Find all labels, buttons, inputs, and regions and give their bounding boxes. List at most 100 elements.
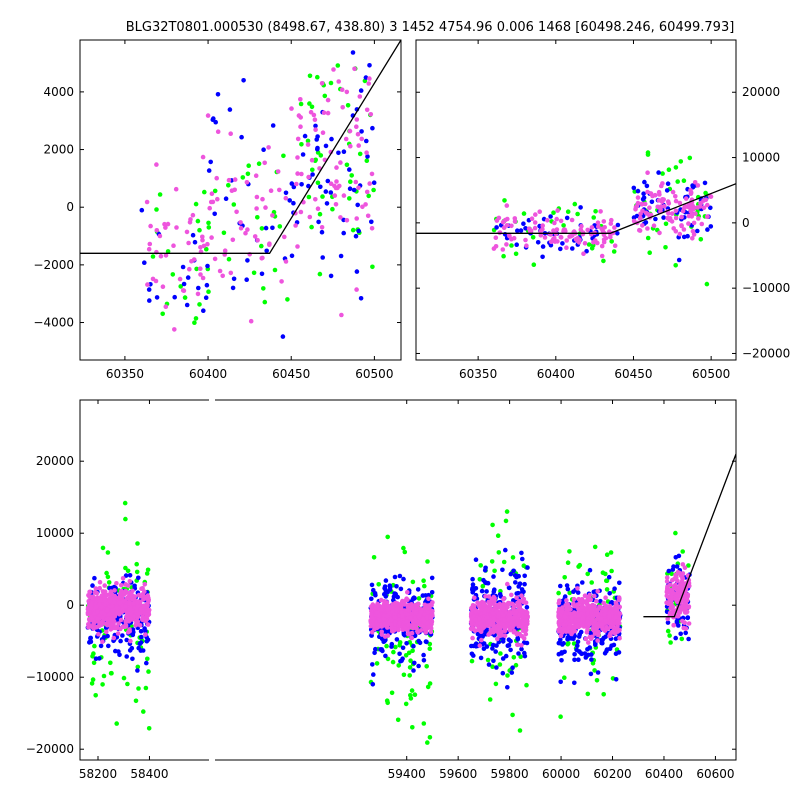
data-point-green	[134, 561, 139, 567]
data-point-magenta	[517, 612, 522, 618]
data-point-blue	[314, 137, 320, 142]
data-point-magenta	[228, 131, 233, 136]
data-point-blue	[640, 196, 646, 202]
data-point-magenta	[590, 615, 595, 620]
data-point-magenta	[499, 629, 505, 634]
data-point-green	[256, 161, 262, 166]
data-point-green	[586, 242, 592, 247]
data-point-magenta	[102, 589, 108, 594]
data-point-blue	[690, 184, 696, 190]
data-point-magenta	[637, 228, 643, 233]
data-point-green	[686, 563, 691, 568]
data-point-magenta	[575, 586, 580, 591]
data-point-magenta	[325, 97, 331, 103]
data-point-magenta	[220, 273, 225, 279]
data-point-green	[410, 648, 415, 654]
data-point-blue	[291, 200, 296, 206]
data-point-green	[665, 628, 671, 634]
data-point-magenta	[505, 581, 510, 587]
data-point-magenta	[675, 597, 680, 603]
data-point-magenta	[576, 618, 581, 623]
data-point-green	[141, 709, 146, 714]
data-point-green	[680, 549, 685, 554]
data-point-magenta	[366, 81, 372, 86]
data-point-blue	[649, 199, 655, 205]
data-point-blue	[511, 568, 516, 574]
data-point-blue	[612, 586, 617, 591]
data-point-green	[551, 210, 556, 215]
data-point-green	[136, 686, 141, 691]
data-point-magenta	[334, 165, 339, 170]
data-point-blue	[508, 638, 513, 644]
data-point-magenta	[125, 614, 130, 620]
data-point-blue	[653, 216, 658, 222]
data-point-magenta	[289, 106, 294, 111]
data-point-green	[349, 173, 355, 178]
scatter-points	[85, 453, 736, 745]
data-point-green	[576, 564, 581, 569]
data-point-magenta	[355, 131, 361, 137]
data-point-magenta	[640, 223, 645, 228]
data-point-magenta	[429, 609, 434, 614]
data-point-magenta	[545, 218, 550, 223]
data-point-magenta	[688, 205, 693, 210]
data-point-green	[259, 243, 264, 249]
data-point-green	[601, 692, 606, 697]
data-point-blue	[609, 643, 614, 648]
data-point-green	[497, 662, 503, 667]
data-point-green	[281, 153, 286, 159]
data-point-magenta	[529, 216, 535, 221]
panel-bottom: 58200 58400 59400 59600 59800 60000 60200 60400…	[26, 396, 737, 781]
data-point-magenta	[483, 594, 488, 599]
data-point-blue	[585, 647, 590, 652]
data-point-magenta	[588, 606, 594, 612]
data-point-magenta	[354, 124, 359, 129]
data-point-green	[565, 560, 571, 565]
y-tick-label: 10000	[742, 151, 780, 165]
data-point-green	[489, 559, 495, 564]
data-point-blue	[606, 574, 612, 580]
data-point-magenta	[607, 613, 612, 619]
data-point-green	[251, 270, 257, 276]
data-point-magenta	[496, 215, 502, 221]
data-point-blue	[382, 639, 387, 644]
data-point-green	[593, 209, 598, 214]
data-point-magenta	[336, 79, 342, 84]
data-point-green	[277, 224, 283, 229]
data-point-blue	[105, 633, 110, 639]
data-point-green	[524, 682, 529, 688]
data-point-green	[366, 193, 372, 199]
data-point-blue	[429, 575, 435, 581]
data-point-magenta	[601, 219, 607, 224]
data-point-green	[135, 541, 140, 546]
data-point-magenta	[488, 606, 494, 611]
data-point-magenta	[478, 629, 484, 634]
data-point-magenta	[562, 614, 568, 620]
data-point-magenta	[144, 199, 150, 205]
data-point-magenta	[643, 210, 649, 216]
data-point-green	[425, 740, 430, 745]
data-point-magenta	[293, 223, 298, 228]
data-point-magenta	[669, 598, 674, 603]
data-point-magenta	[190, 212, 196, 218]
data-point-magenta	[681, 206, 687, 211]
scatter-points	[416, 150, 736, 287]
data-point-green	[427, 646, 433, 651]
data-point-magenta	[506, 612, 512, 617]
data-point-blue	[101, 635, 107, 640]
data-point-blue	[415, 587, 421, 592]
data-point-blue	[500, 567, 505, 573]
data-point-magenta	[662, 204, 667, 209]
data-point-blue	[196, 285, 201, 291]
data-point-magenta	[307, 214, 313, 220]
data-point-magenta	[200, 275, 206, 281]
data-point-green	[490, 522, 495, 528]
data-point-magenta	[506, 622, 512, 627]
data-point-magenta	[319, 81, 325, 86]
data-point-green	[663, 245, 668, 250]
data-point-magenta	[631, 218, 637, 224]
data-point-magenta	[340, 105, 346, 110]
data-point-magenta	[154, 162, 159, 167]
x-tick-label: 60600	[696, 767, 734, 781]
data-point-green	[410, 725, 415, 730]
